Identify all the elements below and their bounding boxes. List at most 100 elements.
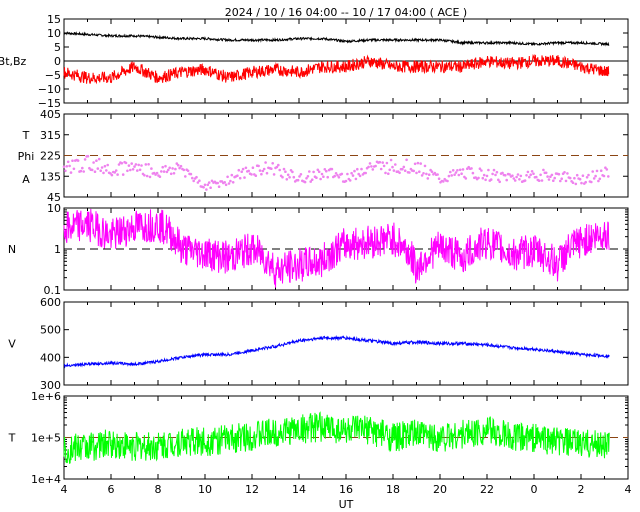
data-point [262, 167, 266, 171]
data-point [592, 177, 596, 180]
x-tick-label: 18 [386, 483, 400, 496]
data-point [427, 173, 431, 176]
data-point [68, 164, 71, 168]
data-point [138, 168, 142, 172]
y-tick-label: −5 [45, 69, 61, 82]
data-point [102, 171, 105, 175]
data-point [223, 181, 226, 184]
data-point [580, 181, 583, 185]
data-point [385, 161, 389, 165]
data-point [236, 174, 239, 177]
data-point [286, 173, 290, 177]
data-point [566, 172, 569, 175]
x-tick-label: 2 [578, 483, 585, 496]
data-point [184, 175, 187, 178]
data-point [308, 170, 311, 173]
data-point [436, 173, 439, 176]
data-point [384, 171, 387, 175]
data-point [526, 170, 530, 174]
data-point [539, 173, 542, 177]
data-point [412, 169, 416, 173]
data-point [360, 167, 363, 171]
data-point [260, 172, 263, 176]
data-point [378, 160, 382, 164]
data-point [178, 166, 181, 170]
data-point [192, 179, 195, 183]
data-point [511, 174, 514, 177]
data-point [420, 174, 424, 177]
data-point [243, 176, 246, 179]
data-point [99, 169, 102, 172]
data-point [346, 172, 349, 176]
data-point [419, 162, 423, 165]
data-point [480, 169, 483, 172]
data-point [367, 165, 370, 169]
data-point [281, 175, 284, 179]
data-point [251, 166, 255, 169]
data-point [285, 178, 289, 181]
data-point [292, 175, 296, 179]
data-point [310, 178, 314, 181]
x-tick-label: 4 [625, 483, 632, 496]
data-point [69, 171, 73, 174]
data-point [282, 167, 286, 171]
data-point [147, 163, 150, 166]
data-point [322, 175, 325, 178]
data-point [605, 168, 609, 171]
data-point [578, 177, 582, 181]
data-point [316, 168, 320, 172]
x-tick-label: 4 [61, 483, 68, 496]
data-point [231, 181, 235, 184]
data-point [81, 166, 84, 170]
data-point [408, 171, 411, 174]
data-point [387, 172, 390, 175]
data-point [216, 181, 219, 185]
data-point [471, 171, 475, 175]
data-point [515, 175, 518, 179]
data-point [374, 164, 377, 168]
data-point [529, 173, 532, 176]
data-point [392, 169, 396, 172]
data-point [552, 179, 555, 182]
data-point [165, 170, 169, 174]
data-point [271, 162, 275, 165]
data-point [189, 172, 193, 176]
data-point [326, 175, 330, 179]
data-point [537, 179, 541, 182]
data-point [368, 162, 372, 165]
data-point [206, 183, 210, 187]
data-point [196, 181, 200, 184]
data-point [451, 169, 455, 172]
data-point [171, 167, 174, 170]
data-point [446, 179, 449, 183]
y-tick-label: 0.1 [44, 284, 62, 297]
data-point [306, 175, 310, 178]
data-point [607, 175, 610, 178]
data-point [599, 169, 603, 172]
data-point [354, 177, 358, 181]
data-point [82, 170, 85, 173]
y-tick-label: 10 [47, 202, 61, 215]
data-point [571, 181, 575, 184]
x-tick-label: 10 [198, 483, 212, 496]
data-point [575, 173, 579, 177]
data-point [250, 173, 253, 176]
data-point [106, 163, 109, 167]
y-tick-label: 1e+6 [31, 390, 61, 403]
data-point [207, 181, 211, 184]
data-point [296, 178, 300, 182]
data-point [161, 165, 164, 169]
data-point [348, 179, 352, 182]
data-point [210, 179, 214, 183]
data-point [238, 176, 242, 180]
data-point [127, 164, 131, 167]
data-point [264, 161, 267, 164]
data-point [202, 186, 205, 189]
series-bz-line [63, 53, 610, 85]
data-point [105, 169, 108, 172]
data-point [519, 174, 523, 178]
x-tick-label: 20 [433, 483, 447, 496]
data-point [160, 170, 163, 173]
